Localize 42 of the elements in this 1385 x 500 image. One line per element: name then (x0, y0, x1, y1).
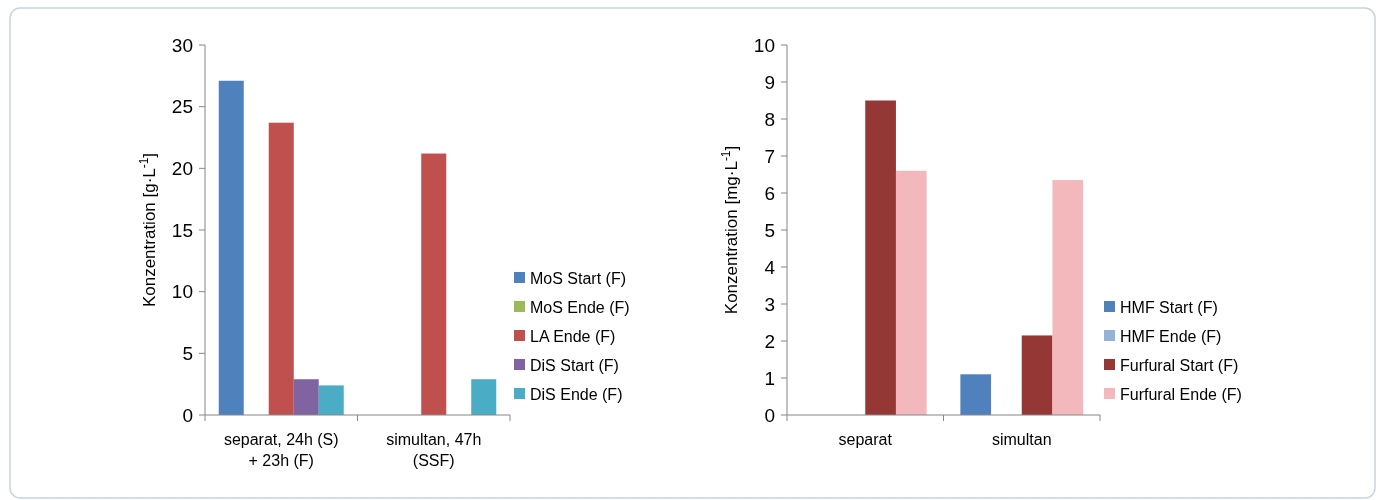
x-tick-label: simultan, 47h (SSF) (386, 431, 482, 469)
y-tick-label: 25 (171, 96, 193, 118)
x-tick-label: separat, 24h (S) + 23h (F) (223, 431, 339, 469)
bar (421, 153, 447, 415)
legend-label: LA Ende (F) (530, 327, 616, 345)
y-tick-label: 9 (764, 71, 775, 93)
y-tick-label: 0 (182, 404, 193, 426)
y-tick-label: 1 (764, 367, 775, 389)
y-tick-label: 5 (182, 342, 193, 364)
legend-label: HMF Ende (F) (1120, 327, 1222, 345)
bar (865, 100, 896, 415)
legend-label: DiS Ende (F) (530, 385, 623, 403)
y-tick-label: 8 (764, 108, 775, 130)
y-tick-label: 0 (764, 404, 775, 426)
legend-label: HMF Start (F) (1120, 298, 1218, 316)
bar (471, 379, 497, 415)
y-tick-label: 5 (764, 219, 775, 241)
x-tick-label: separat (838, 431, 893, 448)
bar (293, 379, 319, 415)
y-tick-label: 6 (764, 182, 775, 204)
y-tick-label: 30 (171, 34, 193, 56)
bar (268, 122, 294, 415)
legend-label: Furfural Ende (F) (1120, 385, 1242, 403)
bar (1021, 335, 1053, 415)
x-tick-label: simultan (991, 431, 1052, 448)
y-tick-label: 7 (764, 145, 775, 167)
bar (895, 170, 927, 415)
bar (218, 80, 244, 415)
legend-label: MoS Start (F) (530, 269, 627, 287)
legend-label: Furfural Start (F) (1120, 356, 1239, 374)
bar (960, 374, 992, 415)
y-tick-label: 2 (764, 330, 775, 352)
y-tick-label: 10 (753, 34, 775, 56)
bar (318, 385, 344, 415)
bar (1052, 180, 1084, 415)
y-tick-label: 3 (764, 293, 775, 315)
y-tick-label: 20 (171, 157, 193, 179)
y-tick-label: 10 (171, 281, 193, 303)
y-tick-label: 4 (764, 256, 776, 278)
legend-label: DiS Start (F) (530, 356, 619, 374)
legend-label: MoS Ende (F) (530, 298, 630, 316)
y-tick-label: 15 (171, 219, 193, 241)
